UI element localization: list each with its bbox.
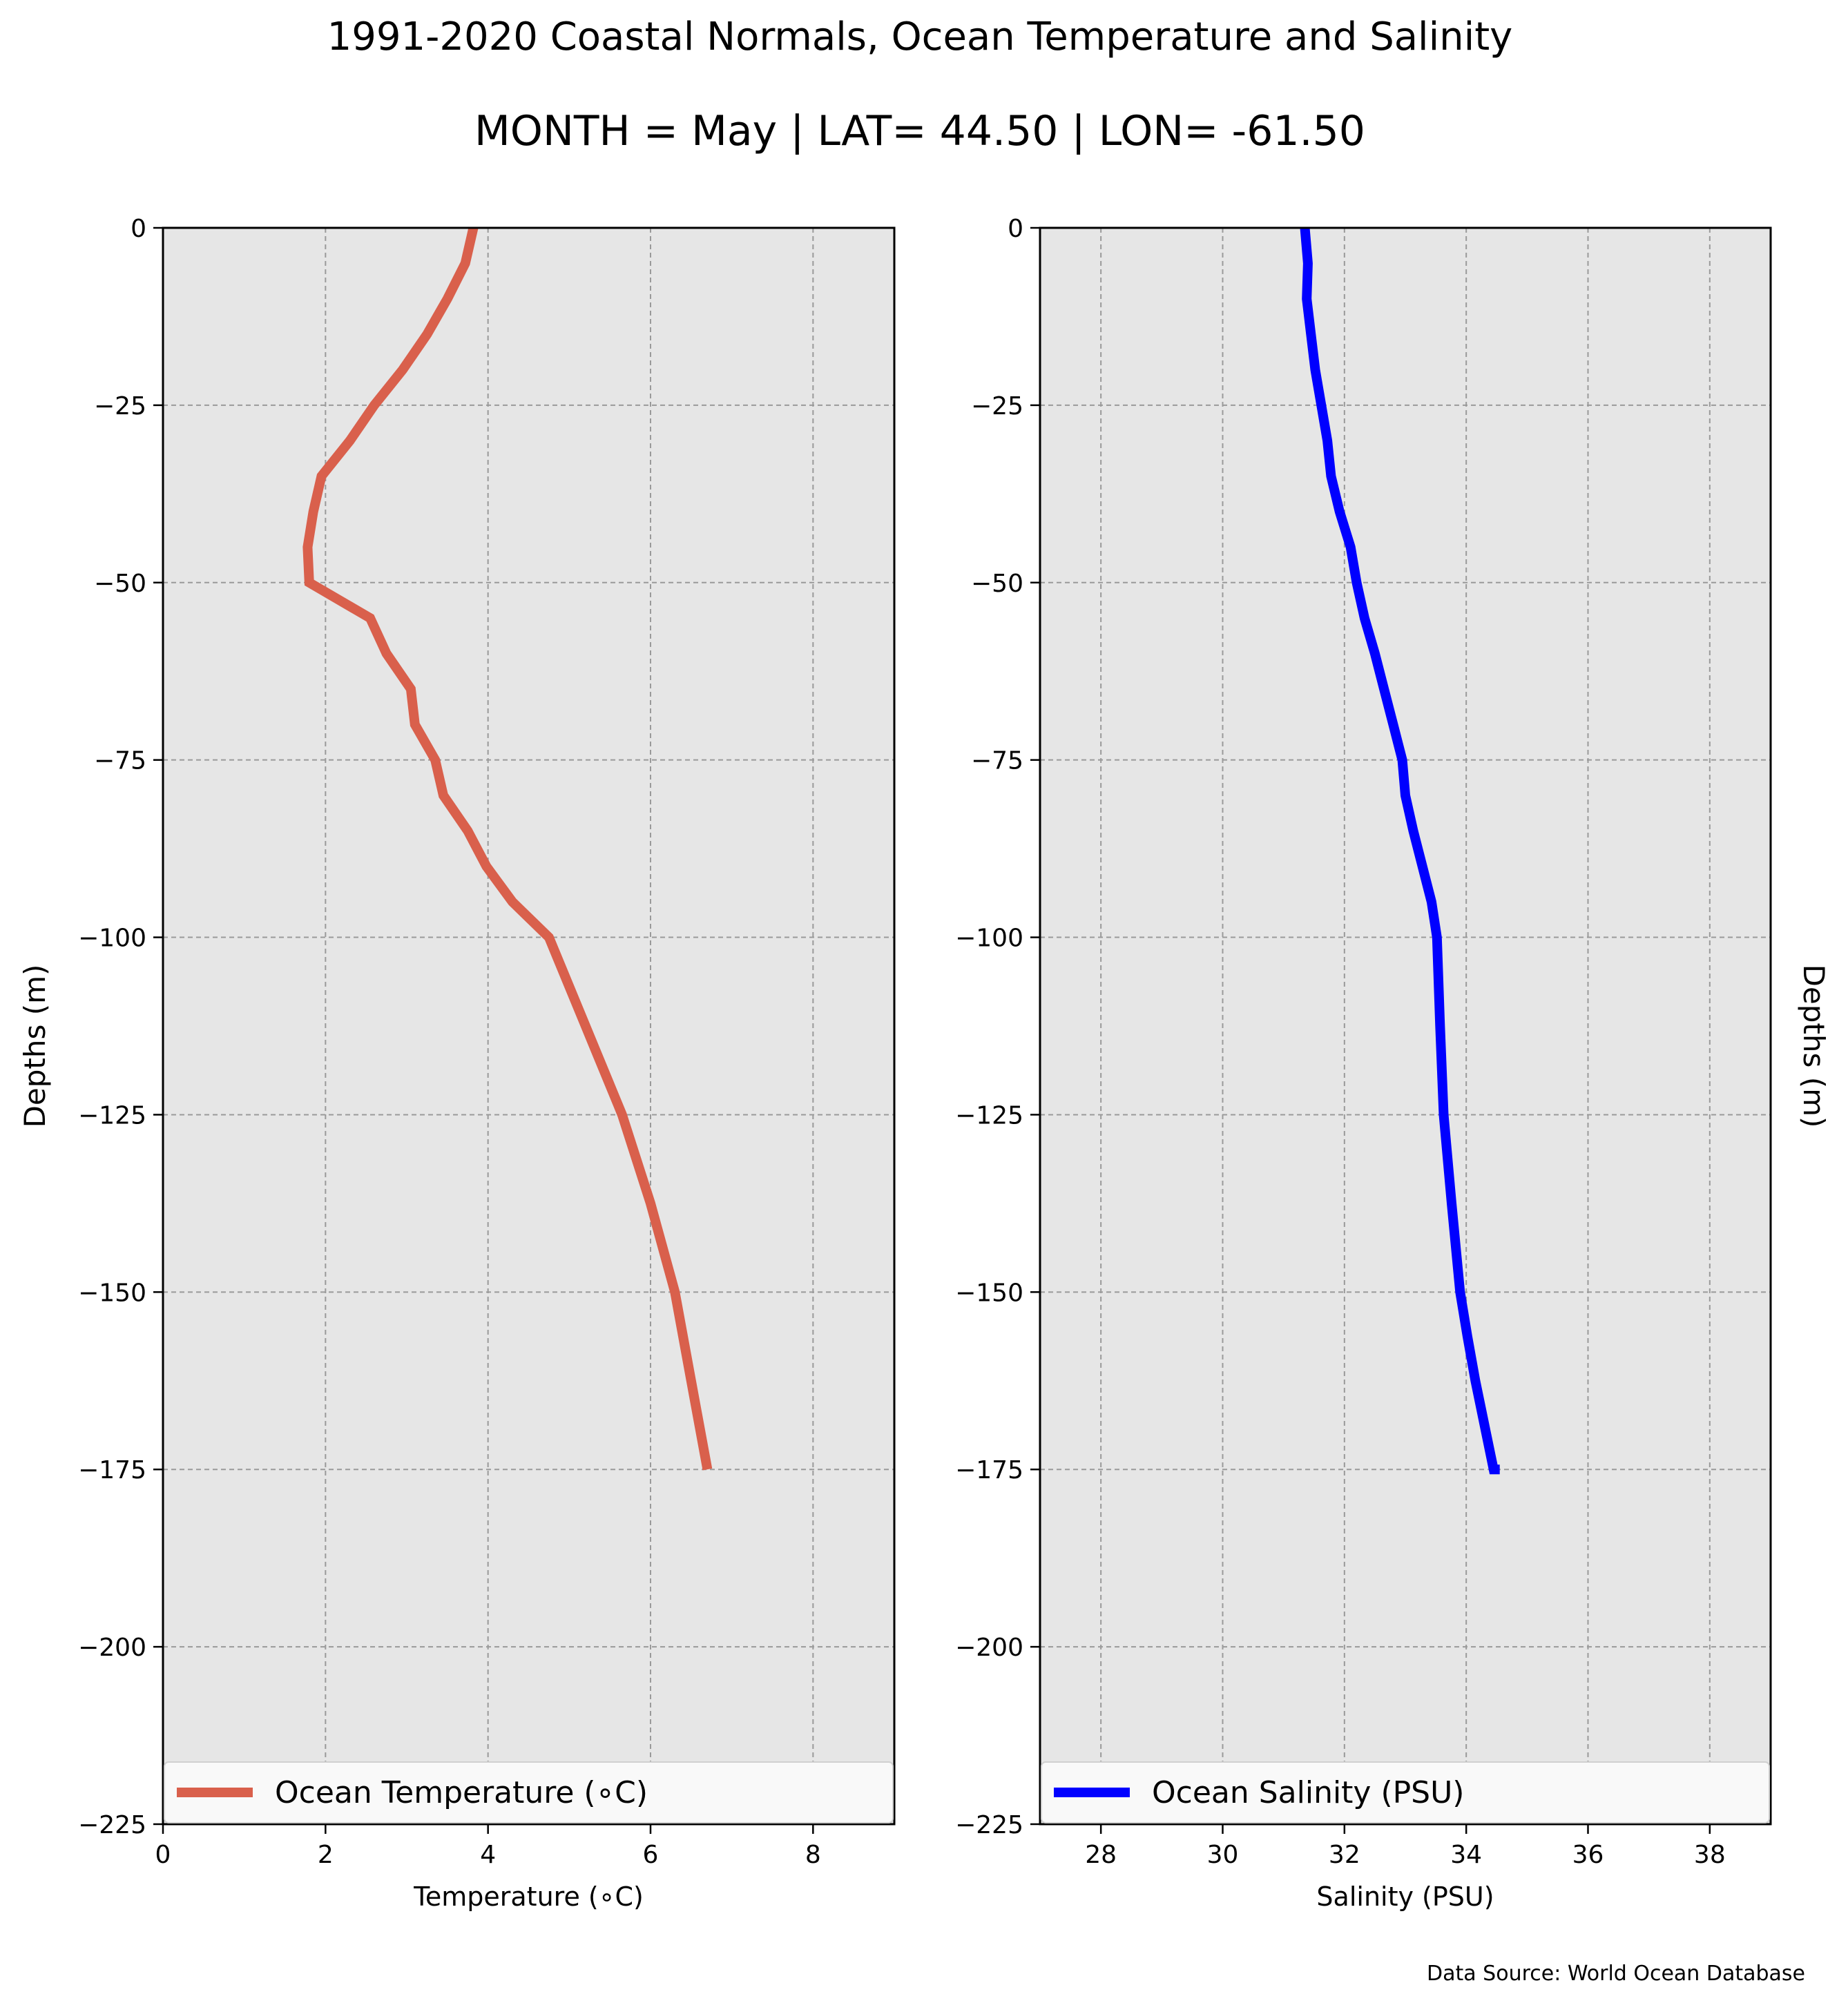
temp-plot-area	[163, 228, 894, 1824]
temp-axes-frame	[162, 226, 896, 1826]
sal-x-tick-label: 36	[1572, 1841, 1604, 1869]
temp-y-tick-label: 0	[131, 215, 146, 243]
temp-x-tick-label: 0	[155, 1841, 171, 1869]
temp-y-tick-label: −200	[78, 1634, 146, 1662]
y-axis-label-left: Depths (m)	[18, 965, 52, 1128]
temp-x-tick-label: 2	[318, 1841, 334, 1869]
sal-axes-frame	[1039, 226, 1772, 1826]
sal-y-tick-label: −200	[955, 1634, 1023, 1662]
sal-x-tick-label: 38	[1694, 1841, 1726, 1869]
temp-x-axis-label: Temperature (∘C)	[413, 1881, 644, 1912]
sal-y-tick-label: −50	[971, 570, 1023, 598]
salinity-panel: 28 30 32 34 36 38 0 −25 −50 −75 −100 −125 −150 −175 −2…	[955, 215, 1772, 1912]
sal-series-line	[1300, 227, 1500, 1475]
temp-x-tick-label: 6	[643, 1841, 659, 1869]
sal-legend-box	[1041, 1761, 1770, 1823]
sal-y-tick-label: −75	[971, 747, 1023, 775]
data-source-note: Data Source: World Ocean Database	[1427, 1962, 1805, 1986]
sal-y-tick-label: −100	[955, 925, 1023, 953]
sal-plot-area	[1040, 228, 1771, 1824]
sal-legend-label: Ocean Salinity (PSU)	[1152, 1775, 1464, 1810]
temp-legend-label: Ocean Temperature (∘C)	[275, 1775, 648, 1810]
sal-x-tick-label: 28	[1085, 1841, 1117, 1869]
temperature-panel: 0 2 4 6 8 0 −25 −50 −75 −100 −125 −150 −175 −200 −225 T…	[78, 215, 896, 1912]
chart-title: 1991-2020 Coastal Normals, Ocean Tempera…	[327, 14, 1513, 59]
sal-x-tick-label: 34	[1450, 1841, 1482, 1869]
sal-y-tick-label: −25	[971, 392, 1023, 420]
sal-x-axis-label: Salinity (PSU)	[1316, 1881, 1494, 1912]
temp-series-line	[302, 226, 713, 1471]
sal-x-tick-label: 32	[1329, 1841, 1360, 1869]
temp-y-tick-label: −150	[78, 1279, 146, 1307]
temp-legend-box	[164, 1761, 894, 1823]
sal-y-tick-label: −125	[955, 1101, 1023, 1130]
temp-x-tick-label: 4	[480, 1841, 496, 1869]
temp-y-tick-label: −125	[78, 1101, 146, 1130]
temp-y-tick-label: −175	[78, 1456, 146, 1484]
temp-y-tick-label: −100	[78, 925, 146, 953]
temp-y-tick-label: −225	[78, 1811, 146, 1839]
temp-y-tick-label: −25	[94, 392, 146, 420]
sal-y-tick-label: −175	[955, 1456, 1023, 1484]
sal-y-tick-label: −150	[955, 1279, 1023, 1307]
sal-y-tick-label: 0	[1008, 215, 1023, 243]
temp-x-tick-label: 8	[805, 1841, 821, 1869]
sal-y-tick-label: −225	[955, 1811, 1023, 1839]
temp-y-tick-label: −50	[94, 570, 146, 598]
temp-y-tick-label: −75	[94, 747, 146, 775]
sal-x-tick-label: 30	[1207, 1841, 1239, 1869]
y-axis-label-right: Depths (m)	[1797, 965, 1831, 1128]
chart-subtitle: MONTH = May | LAT= 44.50 | LON= -61.50	[474, 107, 1365, 155]
